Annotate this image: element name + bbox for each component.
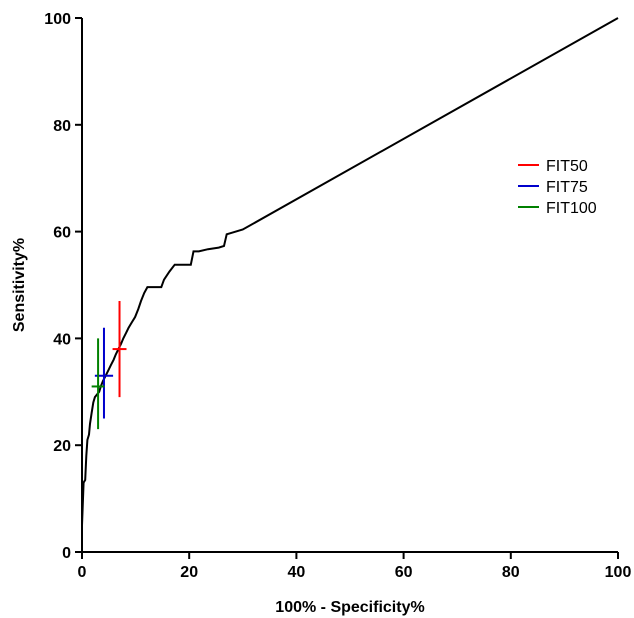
marker-fit50 xyxy=(112,301,127,398)
y-tick-label: 60 xyxy=(53,225,71,242)
x-tick-label: 80 xyxy=(502,564,520,581)
roc-curve-group xyxy=(81,17,619,526)
y-tick-label: 80 xyxy=(53,118,71,135)
marker-fit100 xyxy=(91,338,105,430)
y-tick-label: 0 xyxy=(62,545,71,562)
x-tick-label: 20 xyxy=(180,564,198,581)
legend: FIT50 FIT75 FIT100 xyxy=(518,158,597,217)
x-axis-title: 100% - Specificity% xyxy=(275,599,424,616)
y-tick-label: 100 xyxy=(44,11,71,28)
legend-label-fit50: FIT50 xyxy=(546,158,588,175)
y-tick-label: 40 xyxy=(53,331,71,348)
x-tick-label: 40 xyxy=(288,564,306,581)
x-tick-label: 60 xyxy=(395,564,413,581)
legend-label-fit100: FIT100 xyxy=(546,200,597,217)
axes xyxy=(81,18,618,553)
cutoff-markers xyxy=(91,301,127,430)
roc-curve xyxy=(81,17,619,526)
x-tick-label: 100 xyxy=(605,564,632,581)
y-axis-title: Sensitivity% xyxy=(11,238,28,332)
ticks: 0 20 40 60 80 100 0 20 40 60 80 100 xyxy=(44,11,631,581)
y-tick-label: 20 xyxy=(53,438,71,455)
x-tick-label: 0 xyxy=(78,564,87,581)
legend-label-fit75: FIT75 xyxy=(546,179,588,196)
